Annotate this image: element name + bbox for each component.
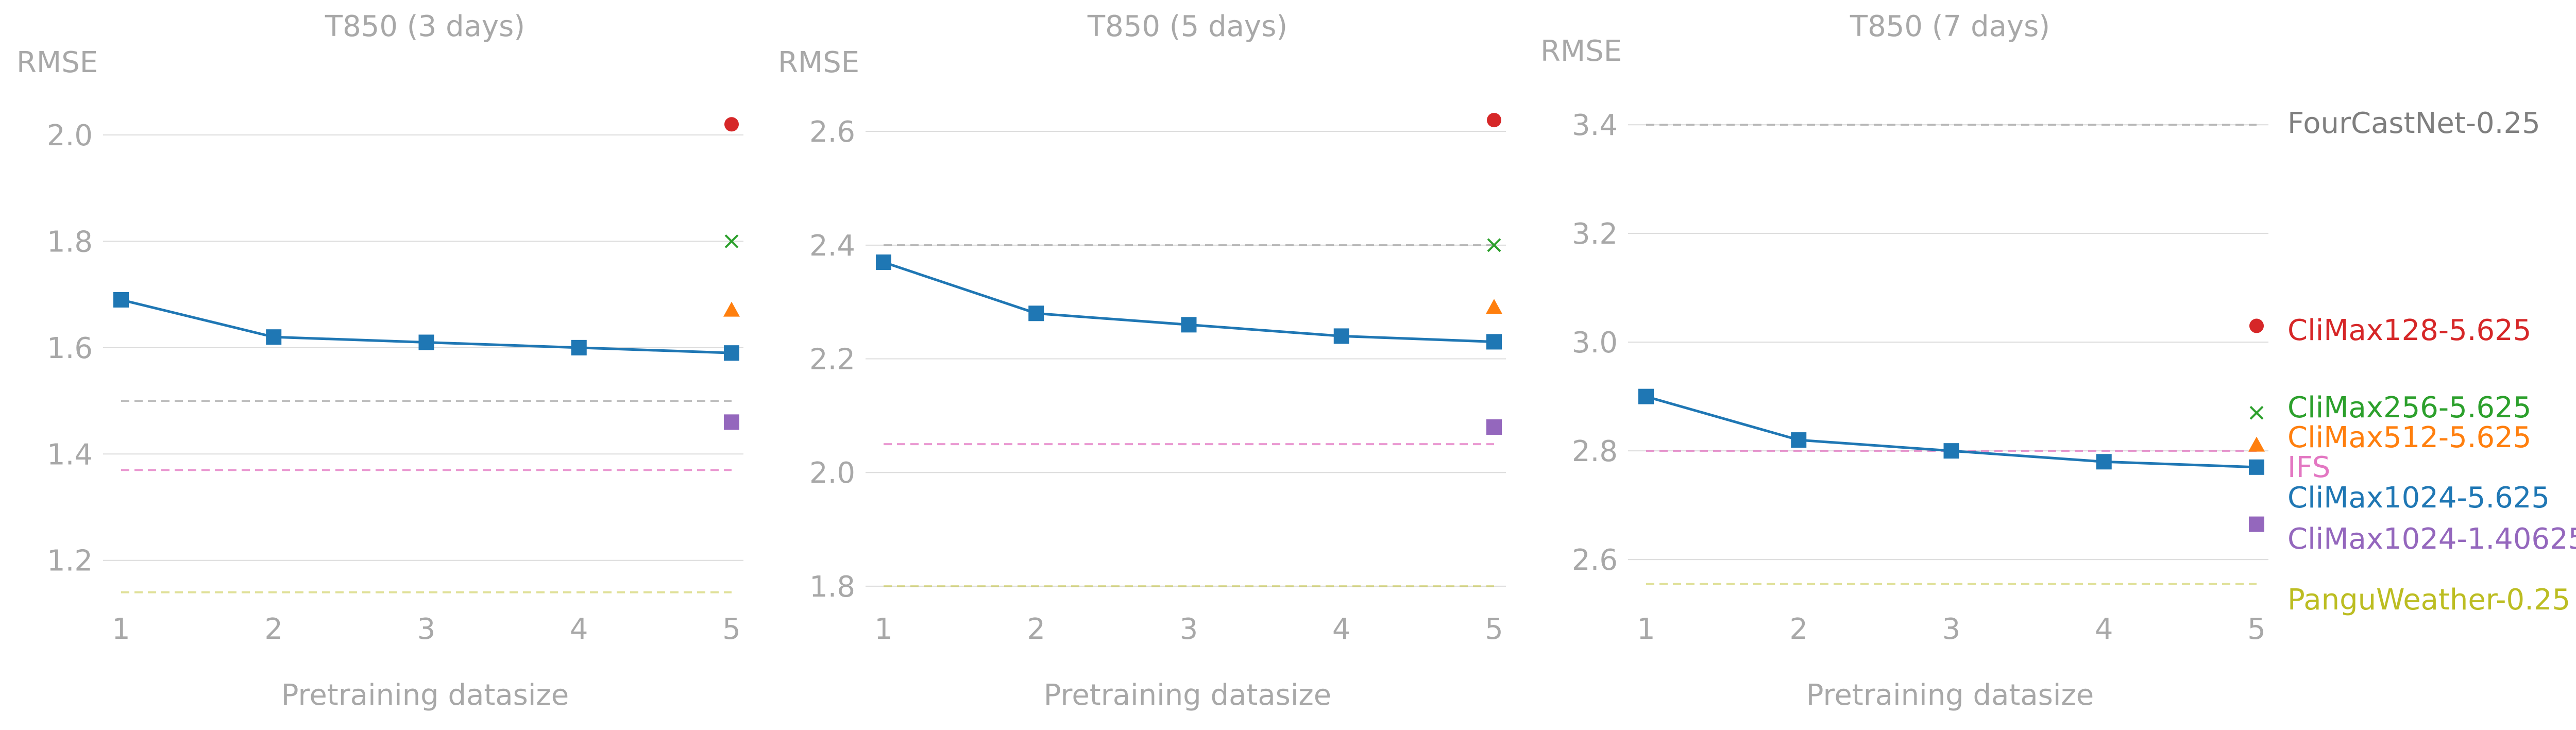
x-tick-label: 1 — [874, 613, 893, 646]
x-tick-label: 1 — [1637, 613, 1655, 646]
data-point-climax1024-5-625 — [418, 334, 434, 350]
x-tick-label: 5 — [2247, 613, 2266, 646]
data-point-climax1024-5-625 — [2096, 454, 2112, 470]
x-tick-label: 4 — [1332, 613, 1351, 646]
data-point-climax1024-5-625 — [113, 292, 129, 308]
point-climax512-5-625 — [2248, 436, 2265, 452]
y-axis-label: RMSE — [1540, 35, 1622, 68]
legend-label-fourcastnet-0-25: FourCastNet-0.25 — [2287, 107, 2540, 140]
x-axis-label: Pretraining datasize — [1044, 678, 1332, 712]
chart-title: T850 (3 days) — [325, 10, 525, 43]
y-tick-label: 3.2 — [1572, 217, 1618, 251]
data-point-climax1024-5-625 — [1486, 334, 1502, 350]
y-tick-label: 1.2 — [47, 545, 93, 578]
chart-title: T850 (5 days) — [1087, 10, 1287, 43]
y-tick-label: 2.2 — [809, 343, 855, 377]
y-tick-label: 2.0 — [809, 456, 855, 490]
legend-label-climax512-5-625: CliMax512-5.625 — [2287, 421, 2531, 454]
y-tick-label: 1.6 — [47, 332, 93, 365]
chart-panel-1: T850 (3 days) RMSE Pretraining datasize 1.2… — [16, 10, 743, 712]
y-tick-label: 1.8 — [47, 225, 93, 259]
point-climax128-5-625 — [1487, 113, 1501, 128]
data-point-climax1024-5-625 — [571, 339, 587, 355]
x-tick-label: 5 — [722, 613, 741, 646]
chart-panel-3: T850 (7 days) RMSE Pretraining datasize 2.6… — [1540, 10, 2268, 712]
legend-label-climax128-5-625: CliMax128-5.625 — [2287, 314, 2531, 347]
x-axis-label: Pretraining datasize — [1806, 678, 2094, 712]
data-point-climax1024-5-625 — [724, 345, 739, 361]
y-tick-label: 2.0 — [47, 119, 93, 152]
legend-label-climax1024-1-40625: CliMax1024-1.40625 — [2287, 522, 2576, 556]
legend-label-climax256-5-625: CliMax256-5.625 — [2287, 391, 2531, 425]
y-tick-label: 1.8 — [809, 570, 855, 604]
point-climax1024-1-40625 — [2249, 516, 2264, 532]
point-climax1024-1-40625 — [1486, 419, 1502, 435]
y-tick-label: 2.8 — [1572, 435, 1618, 468]
x-tick-label: 4 — [570, 613, 588, 646]
data-point-climax1024-5-625 — [1028, 305, 1044, 321]
x-tick-label: 2 — [1027, 613, 1045, 646]
chart-panel-2: T850 (5 days) RMSE Pretraining datasize 1.8… — [778, 10, 1506, 712]
point-climax512-5-625 — [723, 301, 740, 317]
data-point-climax1024-5-625 — [1791, 432, 1807, 448]
data-point-climax1024-5-625 — [2249, 459, 2264, 475]
data-point-climax1024-5-625 — [266, 329, 282, 345]
x-tick-label: 3 — [1942, 613, 1961, 646]
point-climax512-5-625 — [1486, 299, 1502, 314]
point-climax128-5-625 — [724, 117, 739, 132]
data-point-climax1024-5-625 — [1181, 317, 1197, 333]
data-point-climax1024-5-625 — [1638, 388, 1654, 404]
point-climax128-5-625 — [2249, 318, 2264, 333]
x-tick-label: 1 — [112, 613, 130, 646]
chart-title: T850 (7 days) — [1850, 10, 2050, 43]
x-tick-label: 2 — [264, 613, 283, 646]
y-tick-label: 2.6 — [1572, 544, 1618, 577]
point-climax256-5-625 — [2249, 405, 2264, 420]
x-axis-label: Pretraining datasize — [281, 678, 569, 712]
data-point-climax1024-5-625 — [876, 254, 891, 270]
y-tick-label: 3.4 — [1572, 109, 1618, 142]
point-climax256-5-625 — [724, 234, 739, 248]
data-point-climax1024-5-625 — [1333, 328, 1349, 344]
x-tick-label: 3 — [417, 613, 436, 646]
legend: FourCastNet-0.25 CliMax128-5.625 CliMax256… — [2287, 107, 2576, 617]
legend-label-panguweather-0-25: PanguWeather-0.25 — [2287, 583, 2570, 617]
y-axis-label: RMSE — [778, 46, 859, 79]
y-axis-label: RMSE — [16, 46, 98, 79]
legend-label-ifs: IFS — [2287, 451, 2330, 484]
y-tick-label: 2.4 — [809, 229, 855, 263]
point-climax1024-1-40625 — [724, 414, 739, 430]
data-point-climax1024-5-625 — [1943, 443, 1959, 459]
y-tick-label: 1.4 — [47, 438, 93, 471]
legend-label-climax1024-5-625: CliMax1024-5.625 — [2287, 481, 2550, 515]
x-tick-label: 4 — [2095, 613, 2113, 646]
x-tick-label: 5 — [1485, 613, 1503, 646]
y-tick-label: 3.0 — [1572, 326, 1618, 360]
x-tick-label: 2 — [1789, 613, 1808, 646]
point-climax256-5-625 — [1487, 238, 1501, 252]
x-tick-label: 3 — [1180, 613, 1198, 646]
y-tick-label: 2.6 — [809, 115, 855, 149]
